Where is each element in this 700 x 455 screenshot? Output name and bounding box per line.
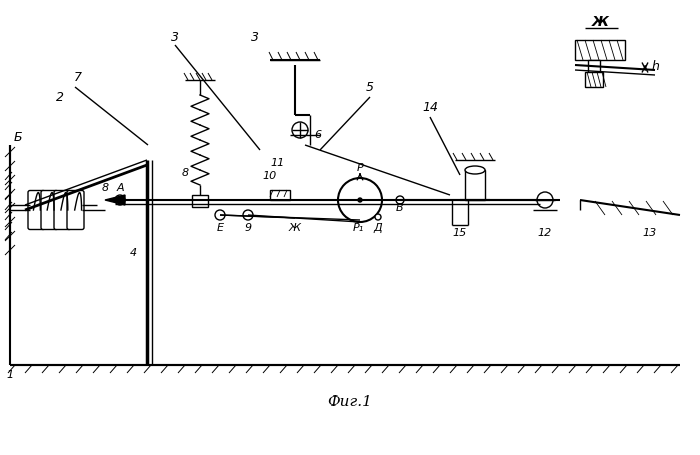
Circle shape <box>396 197 404 205</box>
Text: 8: 8 <box>181 167 188 177</box>
FancyBboxPatch shape <box>67 191 84 230</box>
Text: 3: 3 <box>251 31 259 44</box>
Bar <box>192 196 208 207</box>
Bar <box>585 73 603 88</box>
Text: В: В <box>396 202 404 212</box>
Text: 4: 4 <box>130 248 136 258</box>
Text: 7: 7 <box>74 71 82 84</box>
Polygon shape <box>105 196 125 206</box>
Circle shape <box>292 123 308 139</box>
Text: Д: Д <box>374 222 382 233</box>
Circle shape <box>537 192 553 208</box>
FancyBboxPatch shape <box>28 191 45 230</box>
Text: 1: 1 <box>6 369 13 379</box>
Text: Б: Б <box>14 131 22 144</box>
Text: P: P <box>356 162 363 172</box>
Circle shape <box>215 211 225 221</box>
Text: h: h <box>652 60 660 73</box>
Text: 6: 6 <box>314 130 321 140</box>
Circle shape <box>358 198 362 202</box>
Circle shape <box>338 179 382 222</box>
Ellipse shape <box>465 167 485 175</box>
Text: 10: 10 <box>263 171 277 181</box>
Circle shape <box>243 211 253 221</box>
FancyBboxPatch shape <box>54 191 71 230</box>
Bar <box>270 191 290 201</box>
FancyBboxPatch shape <box>41 191 58 230</box>
Text: 5: 5 <box>366 81 374 94</box>
Text: 13: 13 <box>643 228 657 238</box>
Text: 3: 3 <box>171 31 179 44</box>
Text: 11: 11 <box>271 157 285 167</box>
Bar <box>575 41 625 61</box>
Text: 8: 8 <box>102 182 108 192</box>
Text: Е: Е <box>216 222 223 233</box>
Bar <box>465 171 485 201</box>
Text: 12: 12 <box>538 228 552 238</box>
Circle shape <box>375 214 381 221</box>
Text: Ж: Ж <box>592 15 608 29</box>
Bar <box>588 61 600 81</box>
Text: 9: 9 <box>244 222 251 233</box>
Text: А: А <box>116 182 124 192</box>
Text: Фиг.1: Фиг.1 <box>328 394 372 408</box>
Text: 2: 2 <box>56 91 64 104</box>
Text: Ж: Ж <box>289 222 301 233</box>
Text: 15: 15 <box>453 228 467 238</box>
Text: 14: 14 <box>422 101 438 114</box>
Circle shape <box>115 196 125 206</box>
Text: Р₁: Р₁ <box>352 222 363 233</box>
